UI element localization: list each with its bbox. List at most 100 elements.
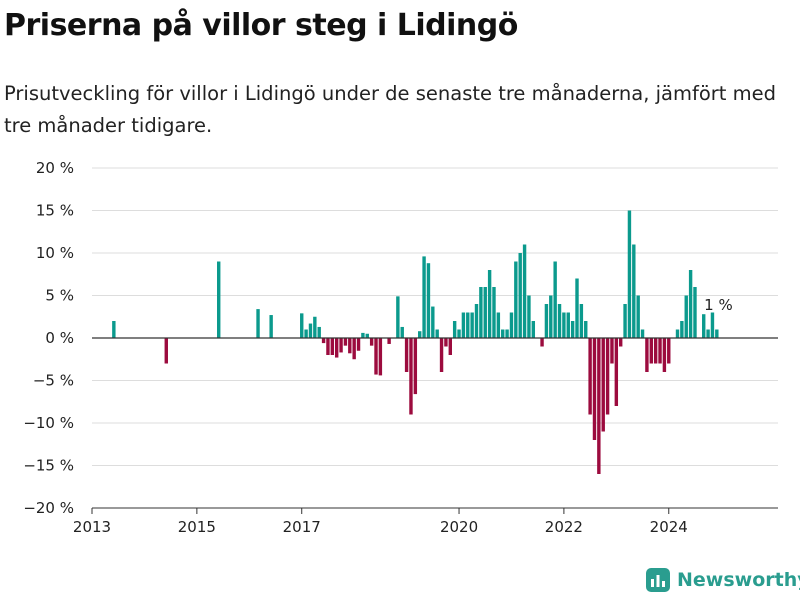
x-tick-label: 2020 <box>440 518 478 536</box>
newsworthy-logo: Newsworthy <box>645 567 800 593</box>
newsworthy-logo-text: Newsworthy <box>677 569 800 591</box>
bar <box>387 338 391 344</box>
bar <box>518 253 522 338</box>
bar <box>439 338 444 372</box>
bar <box>308 323 313 338</box>
bar <box>662 338 667 372</box>
bar <box>505 329 509 338</box>
bar <box>326 338 330 355</box>
bar <box>470 312 474 338</box>
bar <box>566 312 570 338</box>
bar <box>300 313 304 338</box>
bar <box>461 312 466 338</box>
bar <box>444 338 448 347</box>
bar <box>396 296 400 338</box>
bar <box>431 306 435 338</box>
bar <box>492 287 496 338</box>
bar <box>435 329 439 338</box>
bar <box>413 338 418 395</box>
bar <box>553 261 557 338</box>
bar <box>317 326 321 338</box>
bar <box>584 321 588 338</box>
bar <box>640 329 645 338</box>
bar <box>400 326 404 338</box>
x-tick-label: 2024 <box>650 518 688 536</box>
y-tick-label: 5 % <box>45 287 74 305</box>
bar <box>426 263 431 338</box>
bar <box>378 338 383 376</box>
y-tick-label: 0 % <box>45 329 74 347</box>
bar <box>418 331 422 338</box>
bar <box>658 338 662 364</box>
bar <box>339 338 343 353</box>
y-tick-label: −15 % <box>23 457 74 475</box>
bar <box>649 338 653 364</box>
newsworthy-logo-icon <box>646 568 670 592</box>
x-axis: 2013 2015 2017 2020 2022 2024 <box>73 507 778 536</box>
bar <box>549 295 553 338</box>
bar <box>618 338 623 347</box>
bar <box>514 261 518 338</box>
bar <box>592 338 597 440</box>
bar <box>710 312 715 338</box>
bar <box>653 338 658 364</box>
bar <box>474 304 479 338</box>
bar <box>501 329 505 338</box>
bar <box>632 244 636 338</box>
bar <box>404 338 409 372</box>
bar <box>575 278 579 338</box>
bar <box>570 321 575 338</box>
bar <box>452 321 457 338</box>
x-tick-label: 2017 <box>283 518 321 536</box>
bar <box>645 338 649 372</box>
bar <box>479 287 483 338</box>
y-tick-label: 20 % <box>36 159 74 177</box>
bar <box>304 329 308 338</box>
y-tick-label: −20 % <box>23 499 74 517</box>
bar <box>702 314 706 338</box>
bar <box>313 316 317 338</box>
bar <box>334 338 339 358</box>
latest-value-label: 1 % <box>704 296 733 314</box>
bar <box>256 309 260 338</box>
bar <box>269 315 273 338</box>
bar <box>675 329 680 338</box>
bar <box>217 261 221 338</box>
bar <box>684 295 688 338</box>
bar <box>112 321 116 338</box>
bar <box>409 338 413 415</box>
bar <box>496 312 501 338</box>
bar <box>623 304 627 338</box>
bar <box>522 244 527 338</box>
page-title: Priserna på villor steg i Lidingö <box>4 8 518 43</box>
bar <box>374 338 378 375</box>
bar <box>352 338 356 360</box>
bar <box>483 287 487 338</box>
bar <box>365 333 369 338</box>
bar <box>448 338 452 355</box>
bar <box>680 321 684 338</box>
annotation: 1 % <box>704 296 733 314</box>
bar <box>610 338 614 364</box>
y-axis-ticks: 20 % 15 % 10 % 5 % 0 % −5 % −10 % −15 % −20 % <box>23 159 74 517</box>
bar <box>348 338 352 354</box>
page-subtitle: Prisutveckling för villor i Lidingö unde… <box>4 82 777 137</box>
bar <box>562 312 566 338</box>
bar <box>557 304 562 338</box>
bar <box>579 304 584 338</box>
bar <box>369 338 374 346</box>
x-tick-label: 2015 <box>178 518 216 536</box>
bar <box>422 256 426 338</box>
y-tick-label: 10 % <box>36 244 74 262</box>
bar <box>544 304 549 338</box>
bar <box>636 295 640 338</box>
bar <box>706 329 710 338</box>
bar <box>321 338 326 344</box>
bar <box>540 338 544 347</box>
bar <box>164 338 168 364</box>
bar <box>715 329 719 338</box>
y-tick-label: −10 % <box>23 414 74 432</box>
bar <box>466 312 470 338</box>
bar <box>343 338 348 346</box>
